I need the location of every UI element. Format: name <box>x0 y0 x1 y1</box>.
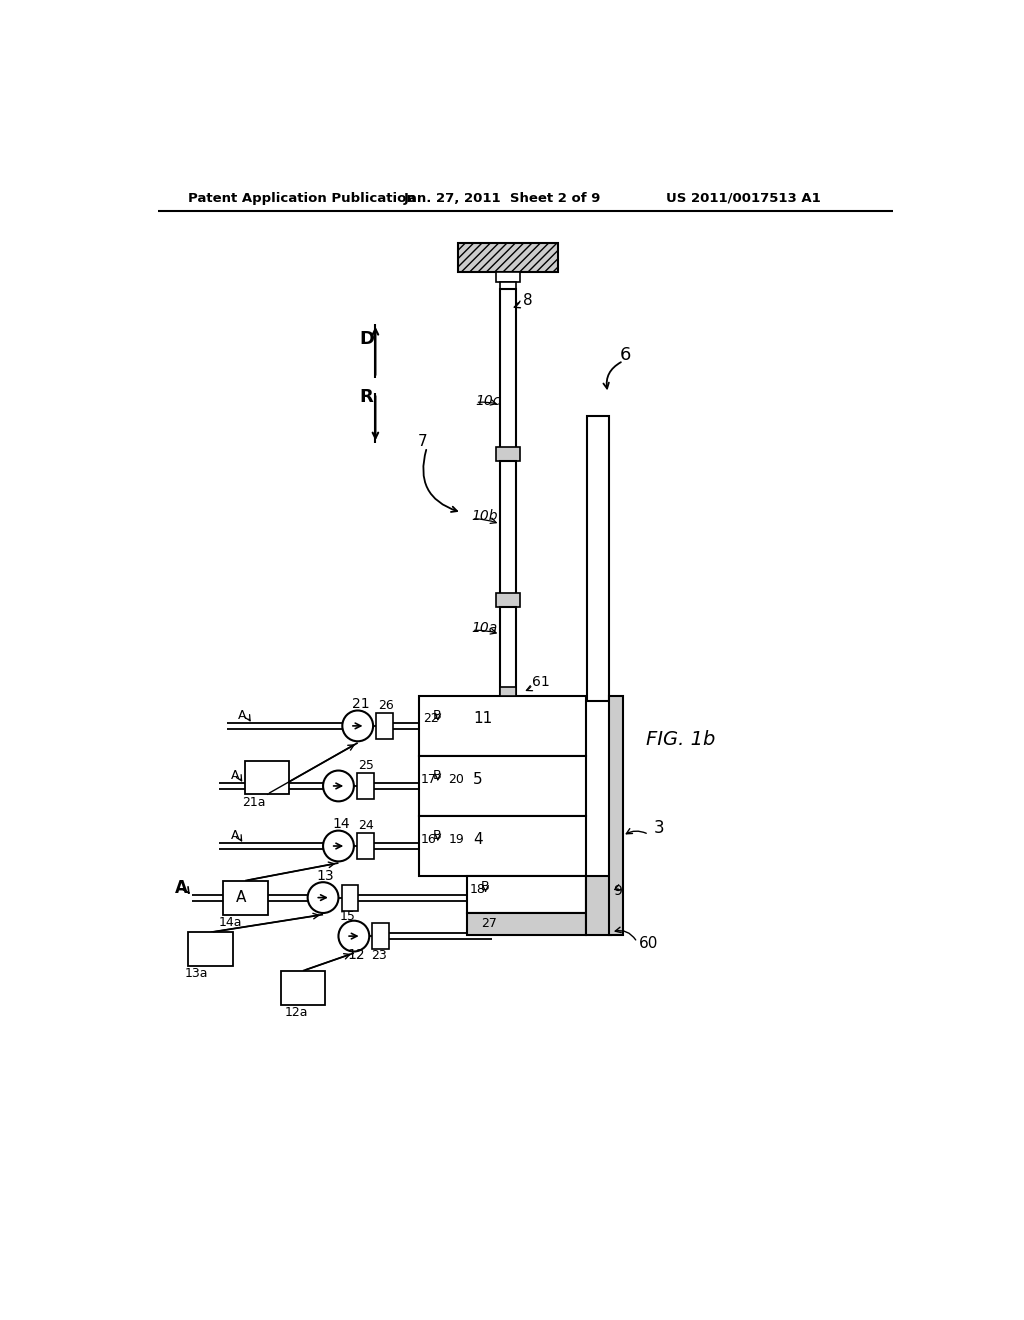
Text: 19: 19 <box>449 833 464 846</box>
Bar <box>608 696 623 935</box>
Text: A: A <box>230 768 240 781</box>
Text: 11: 11 <box>473 711 493 726</box>
Bar <box>419 816 587 876</box>
Text: 8: 8 <box>523 293 532 309</box>
Text: Patent Application Publication: Patent Application Publication <box>188 191 416 205</box>
Text: R: R <box>359 388 373 407</box>
Text: 9: 9 <box>613 884 623 899</box>
Text: Jan. 27, 2011  Sheet 2 of 9: Jan. 27, 2011 Sheet 2 of 9 <box>403 191 601 205</box>
Text: 16: 16 <box>421 833 436 846</box>
Text: 10c: 10c <box>475 393 501 408</box>
Circle shape <box>323 830 354 862</box>
Text: 4: 4 <box>473 832 483 846</box>
Text: B: B <box>481 880 489 894</box>
Text: 13a: 13a <box>184 968 208 981</box>
Bar <box>357 833 374 859</box>
Bar <box>458 243 558 272</box>
Bar <box>587 876 611 935</box>
Text: 10a: 10a <box>471 622 497 635</box>
Text: D: D <box>359 330 374 348</box>
Bar <box>419 756 587 816</box>
Text: A: A <box>175 879 188 898</box>
Text: 23: 23 <box>371 949 386 962</box>
Bar <box>496 594 520 607</box>
Bar <box>342 884 358 911</box>
Text: 27: 27 <box>481 917 497 931</box>
Text: 5: 5 <box>473 771 483 787</box>
Text: 13: 13 <box>316 869 335 883</box>
Text: US 2011/0017513 A1: US 2011/0017513 A1 <box>666 191 820 205</box>
Bar <box>245 760 289 795</box>
Text: 25: 25 <box>358 759 375 772</box>
Bar <box>500 289 515 455</box>
Circle shape <box>323 771 354 801</box>
Bar <box>500 281 515 289</box>
Text: 17: 17 <box>421 772 436 785</box>
Text: 24: 24 <box>358 818 374 832</box>
Circle shape <box>342 710 373 742</box>
Bar <box>500 607 515 696</box>
Bar <box>467 913 587 935</box>
Bar <box>496 272 520 281</box>
Text: 20: 20 <box>449 772 465 785</box>
Bar <box>357 774 374 799</box>
Text: 14: 14 <box>333 817 350 832</box>
Bar <box>467 876 587 913</box>
Text: 61: 61 <box>531 675 550 689</box>
Text: 6: 6 <box>620 346 631 364</box>
Text: 12a: 12a <box>285 1006 308 1019</box>
Bar <box>281 970 326 1005</box>
Text: 22: 22 <box>423 713 439 726</box>
Circle shape <box>339 921 370 952</box>
Bar <box>373 923 389 949</box>
Text: 18: 18 <box>469 883 485 896</box>
Bar <box>496 447 520 461</box>
Text: B: B <box>433 709 441 722</box>
Bar <box>223 880 267 915</box>
Text: A: A <box>230 829 240 842</box>
Text: A: A <box>237 890 247 906</box>
Text: 21a: 21a <box>243 796 265 809</box>
Text: B: B <box>433 768 441 781</box>
Text: FIG. 1b: FIG. 1b <box>646 730 716 750</box>
Bar <box>500 461 515 599</box>
Bar <box>500 686 515 696</box>
Text: 26: 26 <box>378 698 393 711</box>
Text: 3: 3 <box>654 820 665 837</box>
Text: 12: 12 <box>348 948 366 961</box>
Text: B: B <box>433 829 441 842</box>
Text: 10b: 10b <box>471 510 498 524</box>
Bar <box>188 932 233 966</box>
Text: 14a: 14a <box>219 916 243 929</box>
Text: A: A <box>239 709 247 722</box>
Bar <box>376 713 393 739</box>
Text: 15: 15 <box>340 911 356 924</box>
Bar <box>419 696 587 756</box>
Bar <box>587 416 608 701</box>
Text: 21: 21 <box>351 697 370 711</box>
Text: 60: 60 <box>639 936 658 952</box>
Text: 7: 7 <box>418 434 427 449</box>
Circle shape <box>307 882 339 913</box>
